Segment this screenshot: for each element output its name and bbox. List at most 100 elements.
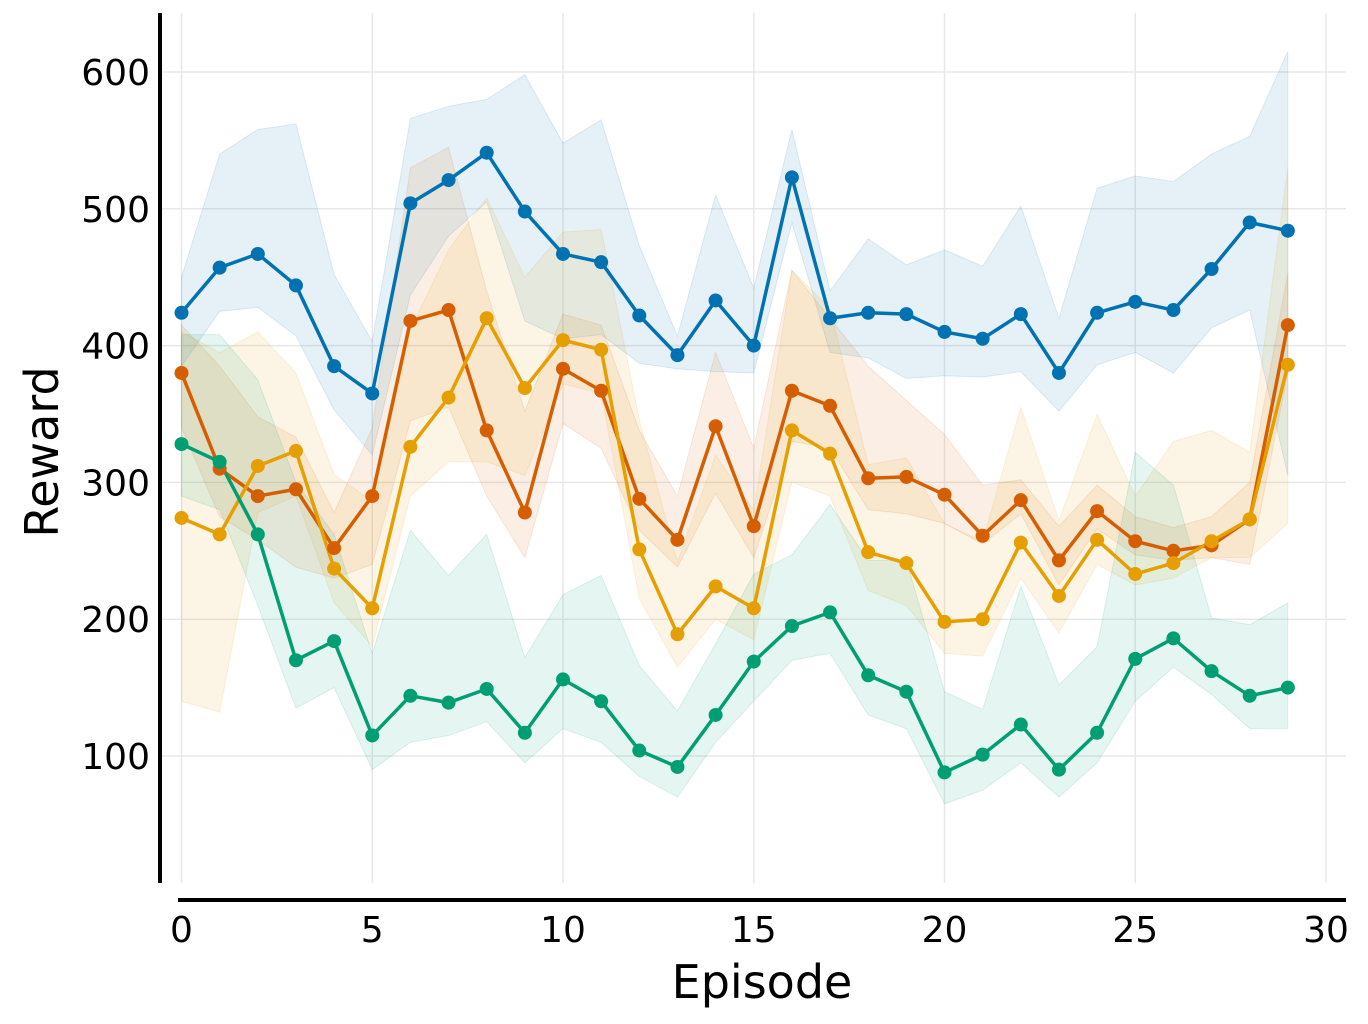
point-green-11: [594, 694, 609, 709]
point-orange-4: [327, 541, 342, 556]
point-orange-8: [479, 423, 494, 438]
point-amber-21: [975, 612, 990, 627]
point-blue-13: [670, 348, 685, 363]
point-green-3: [288, 653, 303, 668]
axes: [158, 13, 1346, 902]
y-tick-label-300: 300: [81, 463, 150, 504]
x-tick-label-10: 10: [540, 910, 586, 951]
point-orange-6: [403, 313, 418, 328]
point-blue-12: [632, 308, 647, 323]
point-amber-11: [594, 342, 609, 357]
point-blue-2: [250, 246, 265, 261]
point-blue-7: [441, 173, 456, 188]
point-amber-17: [823, 446, 838, 461]
y-tick-label-100: 100: [81, 737, 150, 778]
point-amber-5: [365, 601, 380, 616]
point-amber-18: [861, 545, 876, 560]
point-amber-7: [441, 390, 456, 405]
line-orange: [179, 308, 1290, 563]
point-orange-0: [174, 365, 189, 380]
x-tick-label-15: 15: [731, 910, 777, 951]
point-amber-20: [937, 614, 952, 629]
point-blue-26: [1166, 303, 1181, 318]
point-amber-27: [1204, 534, 1219, 549]
point-amber-4: [327, 561, 342, 576]
point-green-21: [975, 747, 990, 762]
point-blue-23: [1051, 365, 1066, 380]
point-green-8: [479, 681, 494, 696]
point-blue-5: [365, 386, 380, 401]
point-blue-19: [899, 307, 914, 322]
point-green-16: [784, 619, 799, 634]
line-amber: [180, 316, 1290, 636]
point-green-25: [1128, 651, 1143, 666]
tick-labels: 0 5 10 15 20 25 30 100 200 300 400 500 600: [81, 53, 1349, 951]
point-amber-25: [1128, 567, 1143, 582]
point-amber-15: [746, 601, 761, 616]
point-amber-19: [899, 556, 914, 571]
point-blue-28: [1242, 215, 1257, 230]
point-orange-7: [441, 303, 456, 318]
point-green-24: [1090, 725, 1105, 740]
point-blue-22: [1013, 307, 1028, 322]
confidence-bands: [181, 51, 1289, 805]
point-green-2: [250, 527, 265, 542]
point-green-12: [632, 743, 647, 758]
x-tick-label-30: 30: [1303, 910, 1349, 951]
point-amber-26: [1166, 556, 1181, 571]
point-blue-0: [174, 305, 189, 320]
y-tick-label-600: 600: [81, 53, 150, 94]
point-amber-13: [670, 627, 685, 642]
point-green-6: [403, 688, 418, 703]
point-blue-15: [746, 338, 761, 353]
point-amber-29: [1280, 357, 1295, 372]
point-green-0: [174, 437, 189, 452]
point-blue-18: [861, 305, 876, 320]
point-green-20: [937, 765, 952, 780]
band-green: [181, 334, 1289, 805]
point-orange-22: [1013, 493, 1028, 508]
point-amber-9: [517, 381, 532, 396]
x-axis-label: Episode: [672, 955, 853, 1009]
x-tick-label-5: 5: [361, 910, 384, 951]
point-orange-20: [937, 487, 952, 502]
point-blue-6: [403, 196, 418, 211]
point-green-1: [212, 454, 227, 469]
point-blue-27: [1204, 261, 1219, 276]
point-orange-25: [1128, 534, 1143, 549]
point-orange-21: [975, 528, 990, 543]
point-green-18: [861, 668, 876, 683]
point-amber-22: [1013, 535, 1028, 550]
point-amber-10: [556, 333, 570, 348]
point-amber-16: [784, 423, 799, 438]
series-markers: [174, 145, 1295, 780]
point-amber-2: [250, 458, 265, 473]
y-tick-label-400: 400: [81, 327, 150, 368]
point-orange-11: [594, 383, 609, 398]
point-blue-1: [212, 260, 227, 275]
y-tick-label-200: 200: [81, 600, 150, 641]
point-blue-16: [784, 170, 799, 185]
point-orange-26: [1166, 543, 1181, 558]
point-blue-20: [937, 324, 952, 339]
point-blue-25: [1128, 294, 1143, 309]
point-green-26: [1166, 631, 1181, 646]
point-orange-10: [556, 361, 570, 376]
point-green-10: [556, 672, 570, 687]
point-green-4: [327, 634, 342, 649]
point-orange-16: [784, 383, 799, 398]
point-orange-9: [517, 505, 532, 520]
point-orange-17: [823, 398, 838, 413]
x-tick-label-0: 0: [170, 910, 193, 951]
point-amber-28: [1242, 512, 1257, 527]
point-blue-8: [479, 145, 494, 160]
line-green: [180, 442, 1289, 775]
point-green-7: [441, 695, 456, 710]
y-axis-label: Reward: [15, 366, 69, 537]
point-amber-23: [1051, 588, 1066, 603]
band-orange: [181, 146, 1289, 586]
point-green-22: [1013, 717, 1028, 732]
point-green-17: [823, 605, 838, 620]
point-blue-10: [556, 246, 570, 261]
